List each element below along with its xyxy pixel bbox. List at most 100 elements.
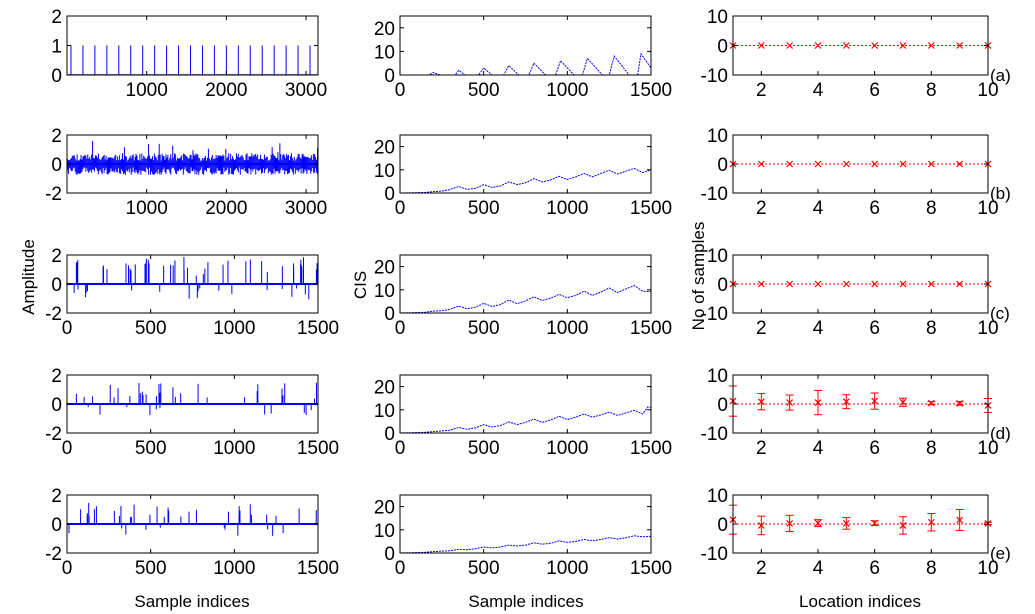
axes-frame (399, 254, 652, 314)
plot-area (67, 257, 318, 300)
data-point (757, 42, 765, 49)
y-tick-label: 20 (374, 498, 395, 519)
x-tick-label: 1500 (630, 198, 672, 219)
x-tick-label: 0 (62, 438, 73, 459)
y-tick-label: 0 (717, 395, 728, 416)
panel-3-1: 0 500 1000 1500-202 (45, 246, 339, 339)
axes-frame (399, 494, 652, 554)
ylabel-cis: CIS (351, 271, 370, 299)
y-tick-label: 20 (374, 19, 395, 40)
data-point (927, 42, 935, 49)
x-tick-label: 1500 (297, 558, 339, 579)
data-point (757, 398, 765, 406)
x-tick-label: 3000 (285, 198, 327, 219)
data-point (956, 516, 964, 524)
y-tick-label: 0 (384, 424, 395, 445)
data-point (899, 280, 907, 288)
plot-area (400, 167, 651, 193)
data-point (786, 519, 794, 527)
x-tick-label: 1500 (630, 438, 672, 459)
x-tick-label: 10 (977, 438, 998, 459)
panel-label: (e) (990, 544, 1011, 563)
x-tick-label: 2 (756, 80, 767, 101)
x-tick-label: 500 (468, 80, 500, 101)
data-point (956, 42, 964, 49)
axes-frame (399, 134, 652, 194)
y-tick-label: 10 (707, 126, 728, 147)
data-point (757, 160, 765, 168)
data-point (871, 42, 879, 49)
plot-area (67, 382, 318, 416)
y-tick-label: 0 (51, 395, 62, 416)
panel-label: (c) (990, 304, 1010, 323)
data-point (757, 280, 765, 288)
data-point (842, 398, 850, 406)
x-tick-label: 500 (468, 198, 500, 219)
data-point (814, 160, 822, 168)
y-tick-label: -2 (45, 304, 62, 325)
data-point (927, 160, 935, 168)
y-tick-label: 10 (374, 161, 395, 182)
x-tick-label: 1000 (213, 558, 255, 579)
ylabel-amplitude: Amplitude (19, 239, 38, 315)
data-point (927, 280, 935, 288)
x-tick-label: 2 (756, 438, 767, 459)
x-tick-label: 1500 (297, 438, 339, 459)
data-point (842, 280, 850, 288)
x-tick-label: 0 (395, 318, 406, 339)
cis-series-line (400, 535, 651, 553)
x-tick-label: 4 (813, 558, 824, 579)
plot-area (67, 141, 318, 175)
x-tick-label: 10 (977, 318, 998, 339)
x-tick-label: 500 (135, 558, 167, 579)
panel-label: (b) (990, 184, 1011, 203)
data-point (871, 160, 879, 168)
y-tick-label: 0 (51, 275, 62, 296)
x-tick-label: 500 (135, 438, 167, 459)
data-point (842, 42, 850, 49)
y-tick-label: 0 (51, 66, 62, 87)
y-tick-label: 0 (717, 155, 728, 176)
y-tick-label: 2 (51, 126, 62, 147)
plot-area (400, 52, 651, 75)
data-point (814, 42, 822, 49)
y-tick-label: 2 (51, 246, 62, 267)
data-point (871, 397, 879, 405)
x-tick-label: 2 (756, 318, 767, 339)
data-point (956, 280, 964, 288)
x-tick-label: 6 (869, 438, 880, 459)
y-tick-label: 2 (51, 366, 62, 387)
x-tick-label: 0 (62, 318, 73, 339)
cis-series-line (400, 167, 651, 193)
panel-5-1: 0 500 1000 1500-202 (45, 486, 339, 579)
data-point (786, 280, 794, 288)
axes-frame (399, 374, 652, 434)
y-tick-label: -10 (701, 66, 728, 87)
y-tick-label: 0 (384, 66, 395, 87)
y-tick-label: 20 (374, 258, 395, 279)
x-tick-label: 10 (977, 80, 998, 101)
x-tick-label: 2000 (205, 198, 247, 219)
x-tick-label: 1000 (213, 438, 255, 459)
plot-area (400, 406, 651, 433)
y-tick-label: -2 (45, 544, 62, 565)
x-tick-label: 1000 (546, 558, 588, 579)
data-point (927, 399, 935, 407)
x-tick-label: 1000 (546, 198, 588, 219)
y-tick-label: -10 (701, 544, 728, 565)
y-tick-label: 10 (374, 401, 395, 422)
y-tick-label: 0 (717, 37, 728, 58)
y-tick-label: -10 (701, 424, 728, 445)
y-tick-label: 0 (384, 184, 395, 205)
x-tick-label: 0 (395, 438, 406, 459)
y-tick-label: 10 (707, 246, 728, 267)
axes-frame (66, 15, 319, 76)
panel-label: (a) (990, 66, 1011, 85)
xlabel-sample-indices-middle: Sample indices (468, 592, 583, 611)
y-tick-label: -10 (701, 184, 728, 205)
x-tick-label: 6 (869, 198, 880, 219)
